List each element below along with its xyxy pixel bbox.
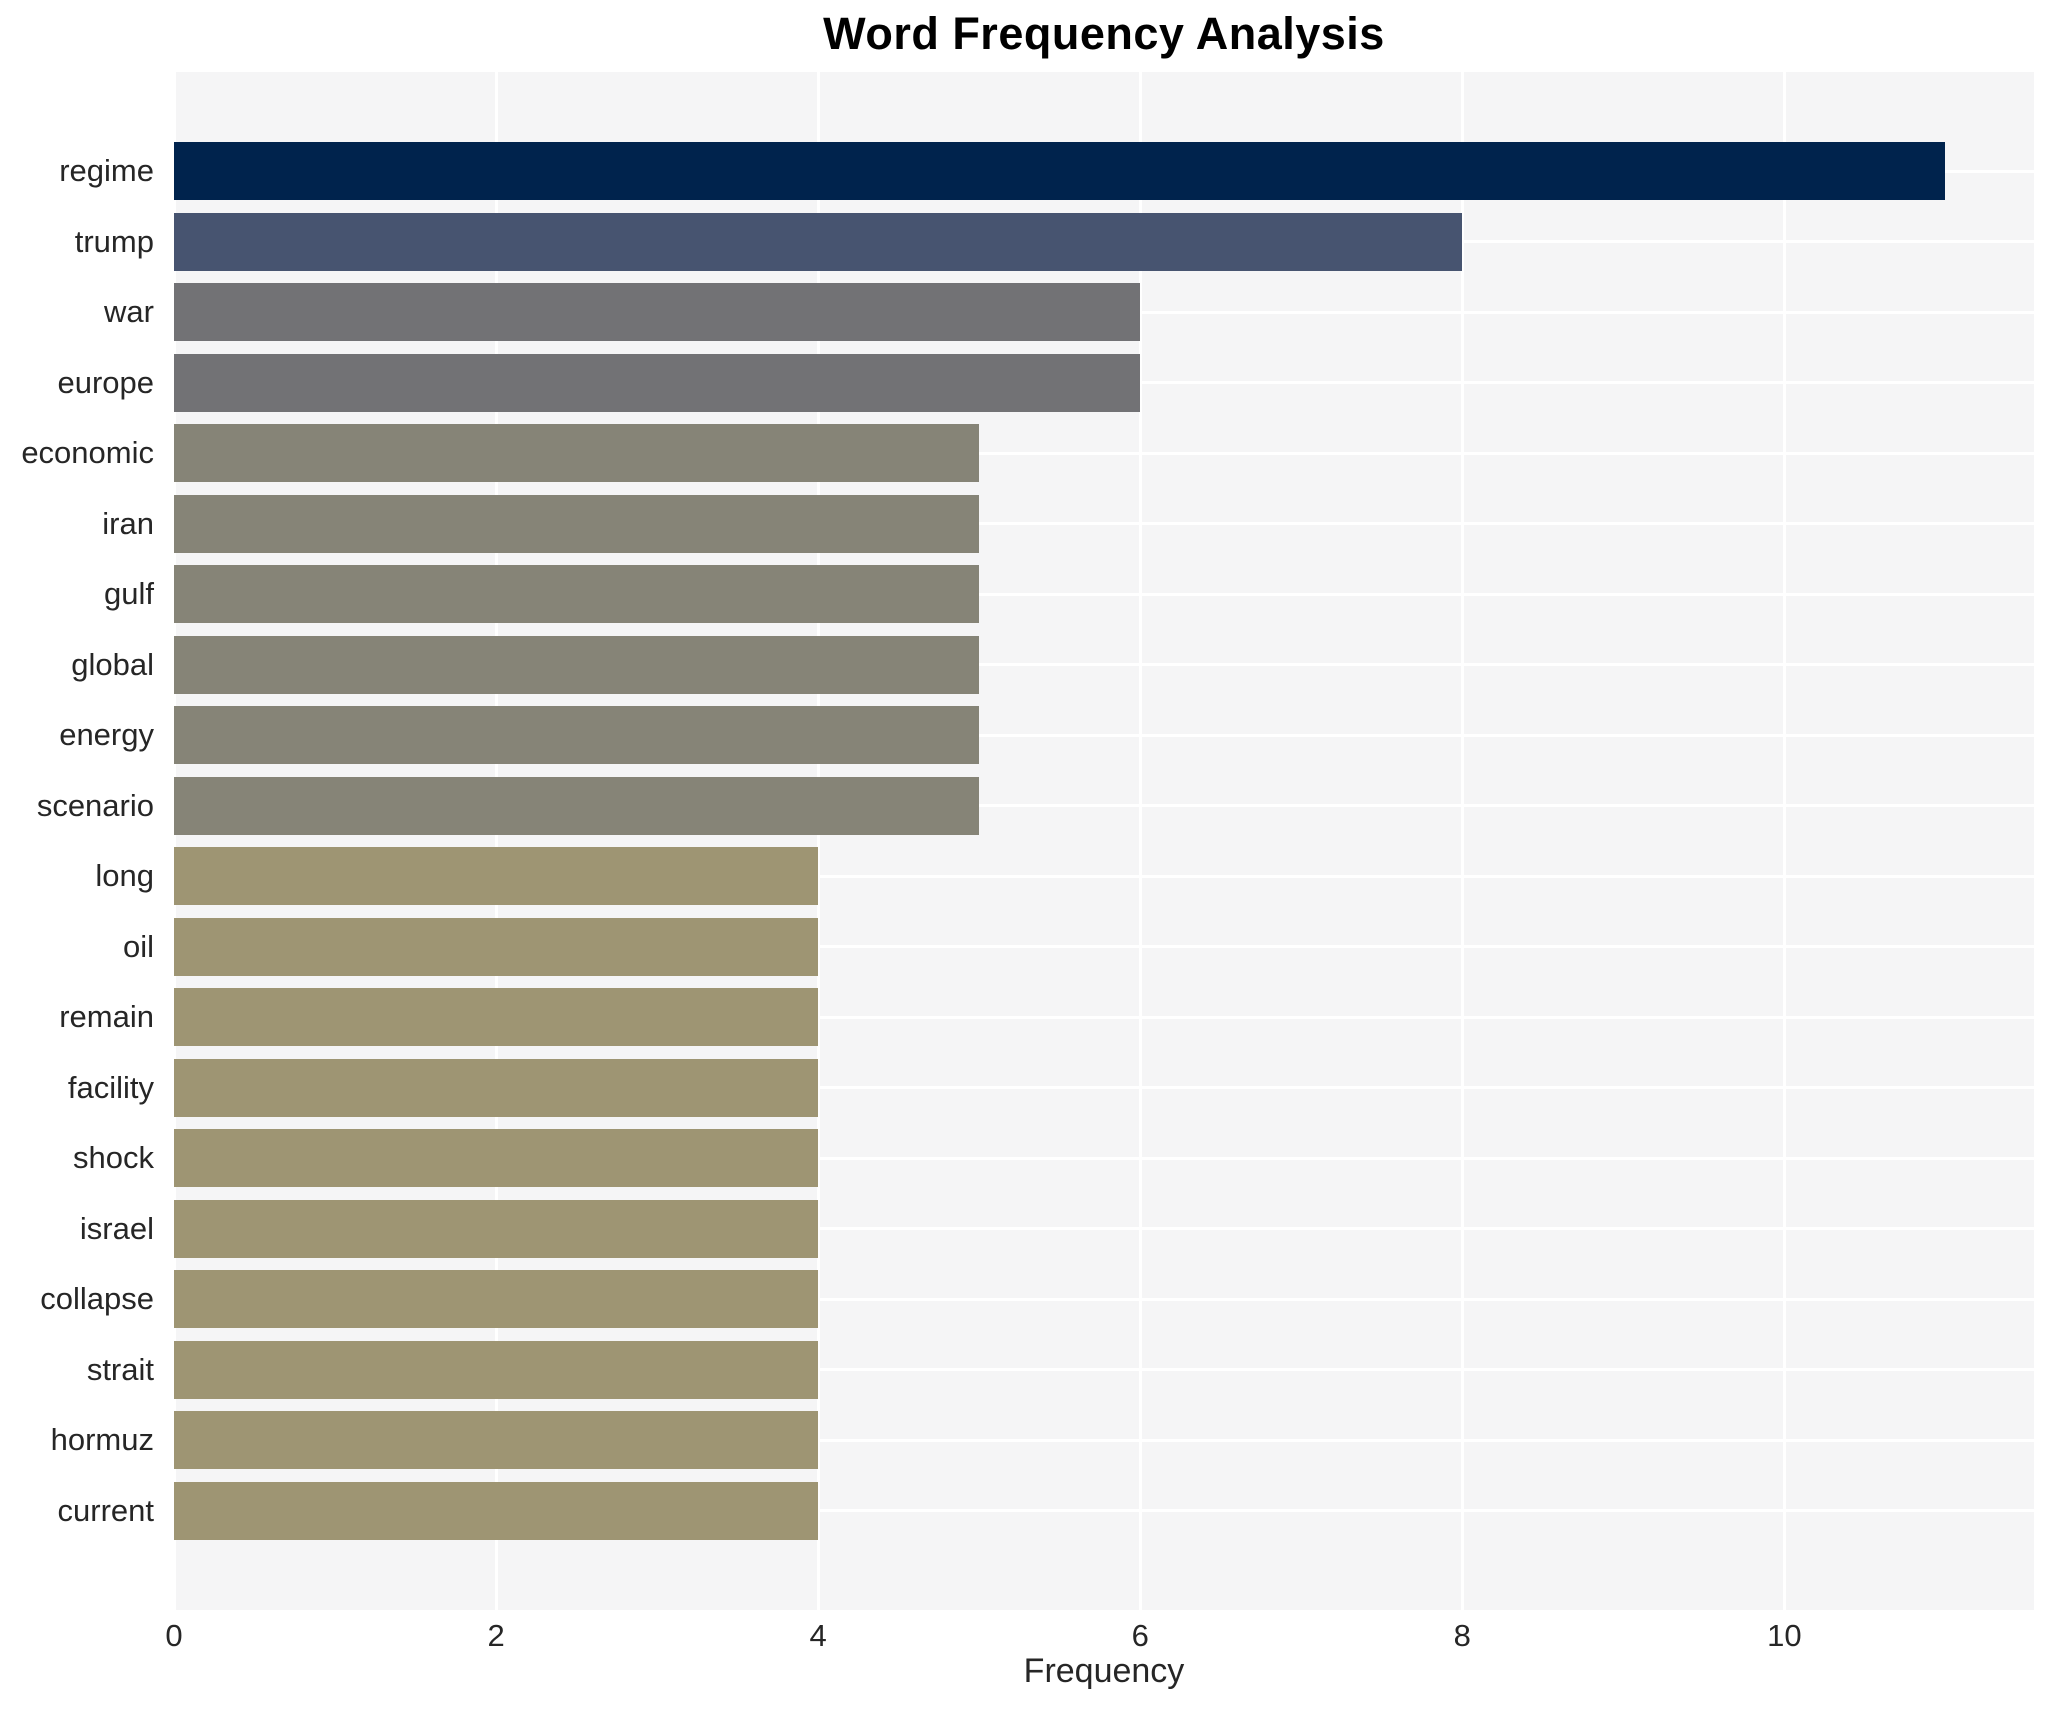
y-axis-label-gulf: gulf	[104, 576, 154, 612]
x-tick-label: 10	[1767, 1618, 1802, 1653]
y-axis-label-collapse: collapse	[40, 1281, 154, 1317]
x-axis-label: Frequency	[1023, 1652, 1185, 1690]
gridline-horizontal	[174, 663, 2034, 667]
bar-long	[174, 847, 819, 906]
bar-collapse	[174, 1270, 819, 1329]
bar-scenario	[174, 776, 980, 835]
y-axis-label-war: war	[104, 294, 154, 330]
gridline-horizontal	[174, 592, 2034, 596]
gridline-horizontal	[174, 804, 2034, 808]
x-tick-label: 4	[809, 1618, 827, 1653]
bar-israel	[174, 1199, 819, 1258]
plot-area	[173, 72, 2034, 1610]
gridline-vertical	[495, 72, 499, 1610]
bar-iran	[174, 494, 980, 553]
chart-title: Word Frequency Analysis	[823, 8, 1385, 59]
x-tick-label: 8	[1453, 1618, 1471, 1653]
gridline-horizontal	[174, 1368, 2034, 1372]
gridline-horizontal	[174, 522, 2034, 526]
gridline-horizontal	[174, 1015, 2034, 1019]
y-axis-label-strait: strait	[86, 1351, 154, 1387]
bar-oil	[174, 917, 819, 976]
bar-remain	[174, 988, 819, 1047]
gridline-vertical	[173, 72, 176, 1610]
x-tick-label: 2	[487, 1618, 505, 1653]
bar-gulf	[174, 565, 980, 624]
bar-war	[174, 283, 1141, 342]
y-axis-label-global: global	[71, 646, 154, 682]
gridline-horizontal	[174, 451, 2034, 455]
bar-regime	[174, 142, 1946, 201]
y-axis-label-hormuz: hormuz	[50, 1422, 154, 1458]
y-axis-label-energy: energy	[59, 717, 154, 753]
x-tick-label: 6	[1131, 1618, 1149, 1653]
y-axis-label-facility: facility	[67, 1069, 154, 1105]
y-axis-label-oil: oil	[122, 928, 154, 964]
y-axis-label-trump: trump	[74, 223, 154, 259]
gridline-horizontal	[174, 733, 2034, 737]
gridline-vertical	[817, 72, 821, 1610]
gridline-horizontal	[174, 1297, 2034, 1301]
gridline-horizontal	[174, 1438, 2034, 1442]
bar-energy	[174, 706, 980, 765]
bar-strait	[174, 1340, 819, 1399]
bar-facility	[174, 1058, 819, 1117]
gridline-horizontal	[174, 1086, 2034, 1090]
y-axis-label-current: current	[57, 1492, 154, 1528]
gridline-horizontal	[174, 874, 2034, 878]
y-axis-label-scenario: scenario	[36, 787, 154, 823]
y-axis-label-regime: regime	[59, 153, 154, 189]
bar-europe	[174, 353, 1141, 412]
gridline-horizontal	[174, 1227, 2034, 1231]
y-axis-label-economic: economic	[21, 435, 154, 471]
y-axis-label-remain: remain	[59, 999, 154, 1035]
y-axis: regime trump war europe economic iran gulf glob…	[0, 0, 164, 1710]
gridline-horizontal	[174, 945, 2034, 949]
gridline-vertical	[1783, 72, 1787, 1610]
y-axis-label-long: long	[95, 858, 154, 894]
bar-current	[174, 1481, 819, 1540]
gridline-vertical	[1139, 72, 1143, 1610]
y-axis-label-shock: shock	[73, 1140, 154, 1176]
gridline-vertical	[1461, 72, 1465, 1610]
bar-economic	[174, 424, 980, 483]
gridline-horizontal	[174, 1509, 2034, 1513]
bar-trump	[174, 212, 1463, 271]
y-axis-label-israel: israel	[79, 1210, 154, 1246]
bar-shock	[174, 1129, 819, 1188]
bar-global	[174, 635, 980, 694]
y-axis-label-iran: iran	[102, 505, 154, 541]
bar-hormuz	[174, 1411, 819, 1470]
gridline-horizontal	[174, 1156, 2034, 1160]
y-axis-label-europe: europe	[57, 364, 154, 400]
